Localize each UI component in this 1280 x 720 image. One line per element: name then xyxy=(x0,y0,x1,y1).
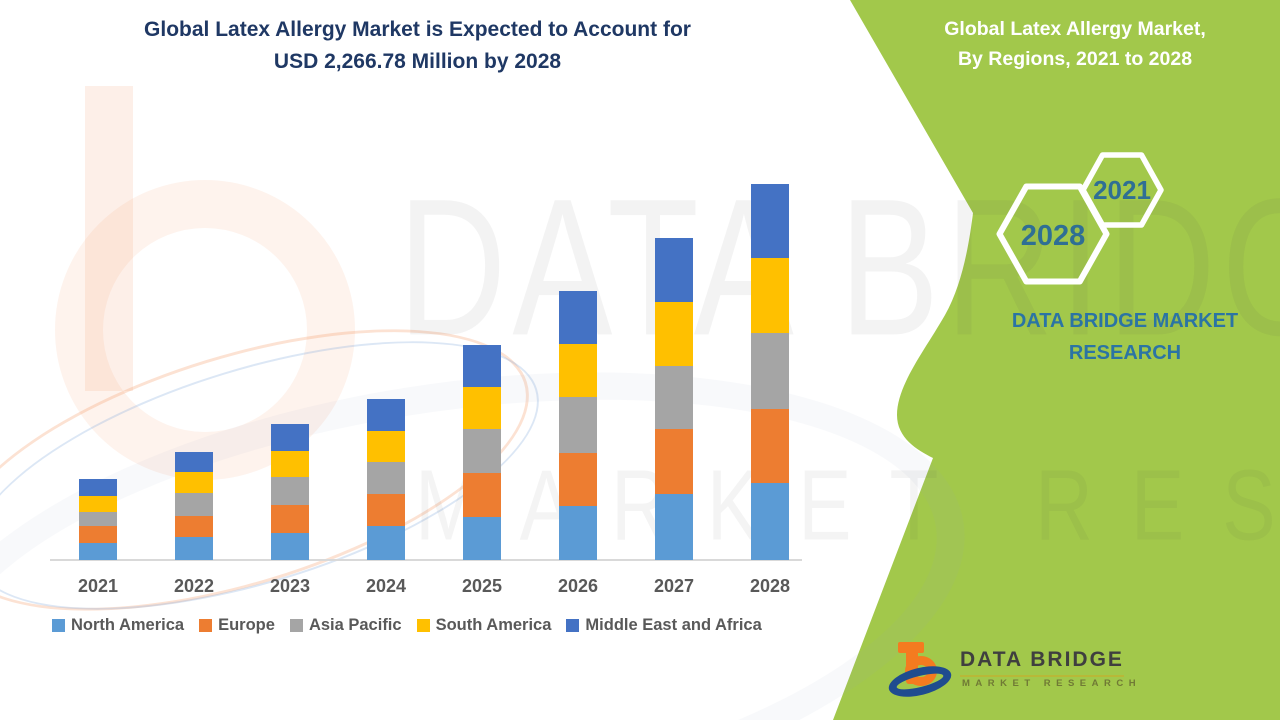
bar-stack-2027 xyxy=(655,238,693,560)
chart-title-line2: USD 2,266.78 Million by 2028 xyxy=(273,50,562,73)
bar-segment-2023-europe xyxy=(271,504,309,533)
bar-segment-2021-europe xyxy=(79,525,117,544)
bar-segment-2022-middle-east-and-africa xyxy=(175,452,213,473)
bar-segment-2026-asia-pacific xyxy=(559,396,597,453)
hexagon-badge-2021 xyxy=(1080,152,1164,228)
brand-wordmark-line2: RESEARCH xyxy=(1068,342,1182,364)
bar-segment-2028-asia-pacific xyxy=(751,333,789,409)
legend-swatch-middle-east-and-africa xyxy=(566,619,580,632)
bar-segment-2024-middle-east-and-africa xyxy=(367,398,405,431)
legend-swatch-south-america xyxy=(416,619,430,632)
logo-swoosh-icon xyxy=(885,660,955,703)
legend-item-north-america: North America xyxy=(52,616,184,635)
bar-segment-2021-south-america xyxy=(79,495,117,513)
legend-label-asia-pacific: Asia Pacific xyxy=(308,616,402,634)
bar-segment-2026-south-america xyxy=(559,343,597,397)
bar-segment-2027-middle-east-and-africa xyxy=(655,238,693,302)
bar-segment-2024-europe xyxy=(367,494,405,526)
x-axis-label-2027: 2027 xyxy=(653,576,695,596)
hexagon-year-2021: 2021 xyxy=(1093,175,1151,205)
bar-stack-2023 xyxy=(271,424,309,560)
bar-segment-2026-middle-east-and-africa xyxy=(559,290,597,344)
bar-stack-2021 xyxy=(79,478,117,560)
bar-segment-2025-europe xyxy=(463,473,501,517)
bar-segment-2024-north-america xyxy=(367,525,405,560)
x-axis-label-2024: 2024 xyxy=(365,576,407,596)
brand-wordmark-line1: DATA BRIDGE MARKET xyxy=(1011,310,1239,332)
side-panel-title-line1: Global Latex Allergy Market, xyxy=(944,18,1206,40)
legend-item-asia-pacific: Asia Pacific xyxy=(289,616,402,635)
green-panel-shape xyxy=(833,0,1280,720)
bar-stack-2028 xyxy=(751,184,789,560)
logo-company-name: DATA BRIDGE xyxy=(960,648,1124,677)
legend-label-europe: Europe xyxy=(218,616,275,634)
bar-segment-2022-asia-pacific xyxy=(175,492,213,517)
bar-stack-2022 xyxy=(175,452,213,560)
bar-segment-2023-asia-pacific xyxy=(271,476,309,505)
bar-segment-2027-south-america xyxy=(655,302,693,366)
hexagon-year-2028: 2028 xyxy=(1021,220,1086,252)
bar-segment-2027-europe xyxy=(655,429,693,494)
chart-title-line1: Global Latex Allergy Market is Expected … xyxy=(144,18,691,41)
bar-segment-2021-north-america xyxy=(79,543,117,560)
x-axis-label-2023: 2023 xyxy=(269,576,311,596)
logo-company-subname: MARKET RESEARCH xyxy=(962,678,1142,689)
x-axis-label-2028: 2028 xyxy=(749,576,791,596)
x-axis-label-2026: 2026 xyxy=(557,576,599,596)
dbmr-logo: DATA BRIDGE MARKET RESEARCH xyxy=(885,632,1218,707)
legend-swatch-europe xyxy=(199,619,213,632)
bar-segment-2025-asia-pacific xyxy=(463,429,501,473)
legend-swatch-north-america xyxy=(52,619,65,632)
legend-label-south-america: South America xyxy=(435,616,552,634)
chart-legend: North America Europe Asia Pacific South Ame… xyxy=(52,616,852,635)
logo-b-bowl-icon xyxy=(905,656,937,686)
bar-segment-2023-south-america xyxy=(271,450,309,477)
bar-segment-2028-north-america xyxy=(751,483,789,560)
bar-stack-2026 xyxy=(559,290,597,560)
x-axis-line xyxy=(50,559,802,561)
legend-swatch-asia-pacific xyxy=(289,619,303,632)
bar-segment-2021-asia-pacific xyxy=(79,512,117,526)
bar-segment-2023-middle-east-and-africa xyxy=(271,424,309,451)
bar-segment-2022-europe xyxy=(175,516,213,538)
bar-segment-2025-north-america xyxy=(463,517,501,560)
bar-stack-2025 xyxy=(463,345,501,560)
legend-item-middle-east-and-africa: Middle East and Africa xyxy=(566,616,762,635)
side-panel-title-line2: By Regions, 2021 to 2028 xyxy=(957,48,1193,70)
chart-title: Global Latex Allergy Market is Expected … xyxy=(0,14,835,78)
legend-item-europe: Europe xyxy=(199,616,275,635)
x-axis-label-2021: 2021 xyxy=(77,576,119,596)
bar-segment-2028-middle-east-and-africa xyxy=(751,184,789,258)
bar-segment-2028-europe xyxy=(751,409,789,483)
bar-segment-2027-north-america xyxy=(655,494,693,560)
bar-segment-2026-north-america xyxy=(559,505,597,560)
bar-segment-2022-south-america xyxy=(175,472,213,493)
bar-segment-2022-north-america xyxy=(175,537,213,560)
legend-item-south-america: South America xyxy=(416,616,552,635)
bar-segment-2024-south-america xyxy=(367,430,405,463)
bar-segment-2023-north-america xyxy=(271,532,309,560)
bar-segment-2027-asia-pacific xyxy=(655,366,693,429)
bar-segment-2026-europe xyxy=(559,452,597,506)
bar-stack-2024 xyxy=(367,398,405,560)
bar-segment-2028-south-america xyxy=(751,258,789,333)
bar-segment-2025-south-america xyxy=(463,387,501,429)
brand-wordmark: DATA BRIDGE MARKET RESEARCH xyxy=(960,305,1280,369)
bar-segment-2024-asia-pacific xyxy=(367,462,405,495)
x-axis-label-2022: 2022 xyxy=(173,576,215,596)
legend-label-north-america: North America xyxy=(71,616,185,634)
bar-segment-2021-middle-east-and-africa xyxy=(79,478,117,496)
bar-segment-2025-middle-east-and-africa xyxy=(463,345,501,387)
x-axis-label-2025: 2025 xyxy=(461,576,503,596)
side-panel-title: Global Latex Allergy Market, By Regions,… xyxy=(880,14,1270,74)
hexagon-badge-2028 xyxy=(996,183,1110,285)
legend-label-middle-east-and-africa: Middle East and Africa xyxy=(585,616,762,634)
